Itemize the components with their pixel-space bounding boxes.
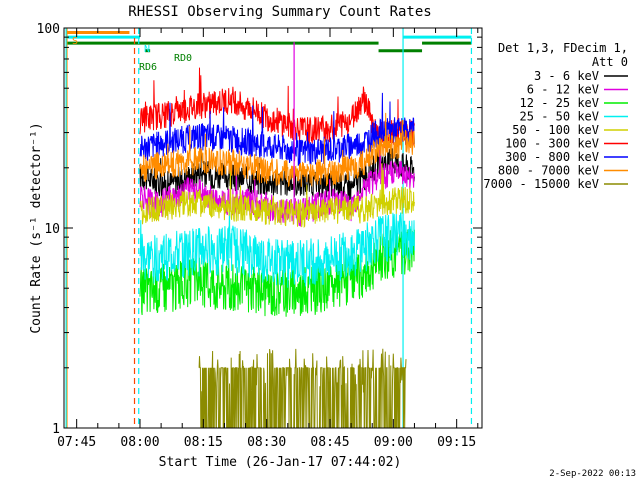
x-axis-label: Start Time (26-Jan-17 07:44:02) bbox=[159, 455, 402, 470]
legend-entry: 12 - 25 keV bbox=[520, 96, 599, 110]
x-tick-label: 08:30 bbox=[247, 435, 286, 450]
series-line bbox=[139, 163, 415, 229]
state-label-rd6: RD6 bbox=[139, 62, 157, 73]
state-label-n: N bbox=[144, 44, 150, 55]
legend-entry: 3 - 6 keV bbox=[534, 69, 599, 83]
chart-title: RHESSI Observing Summary Count Rates bbox=[128, 4, 431, 20]
footer-timestamp: 2-Sep-2022 00:13 bbox=[549, 469, 636, 479]
legend-entry: 300 - 800 keV bbox=[505, 150, 599, 164]
series-line bbox=[139, 112, 415, 189]
state-label-s: S bbox=[72, 36, 78, 47]
legend-entry: 6 - 12 keV bbox=[527, 83, 599, 97]
series-line bbox=[139, 205, 415, 288]
y-axis-label: Count Rate (s⁻¹ detector⁻¹) bbox=[29, 122, 44, 333]
x-tick-label: 08:45 bbox=[310, 435, 349, 450]
x-tick-label: 08:00 bbox=[120, 435, 159, 450]
state-bars: S N RD6 RD0 bbox=[66, 30, 472, 73]
series-line bbox=[139, 92, 415, 166]
y-tick-label: 100 bbox=[37, 22, 60, 37]
series-line bbox=[139, 67, 415, 149]
legend-entry: 50 - 100 keV bbox=[512, 123, 599, 137]
x-axis: 07:45 08:00 08:15 08:30 08:45 09:00 09:15 bbox=[57, 28, 479, 450]
x-tick-label: 08:15 bbox=[184, 435, 223, 450]
x-tick-label: 07:45 bbox=[57, 435, 96, 450]
plot-series bbox=[139, 42, 415, 429]
y-tick-label: 1 bbox=[52, 422, 60, 437]
legend-header: Det 1,3, FDecim 1, bbox=[498, 41, 628, 55]
y-axis: 100 10 1 bbox=[37, 22, 482, 437]
series-line bbox=[198, 348, 407, 429]
legend-entry: 800 - 7000 keV bbox=[498, 164, 599, 178]
legend-header: Att 0 bbox=[592, 55, 628, 69]
x-tick-label: 09:15 bbox=[437, 435, 476, 450]
legend-entry: 7000 - 15000 keV bbox=[483, 177, 599, 191]
legend-entry: 100 - 300 keV bbox=[505, 137, 599, 151]
state-label-rd0: RD0 bbox=[174, 53, 192, 64]
x-tick-label: 09:00 bbox=[374, 435, 413, 450]
y-tick-label: 10 bbox=[44, 222, 60, 237]
legend-entry: 25 - 50 keV bbox=[520, 110, 599, 124]
